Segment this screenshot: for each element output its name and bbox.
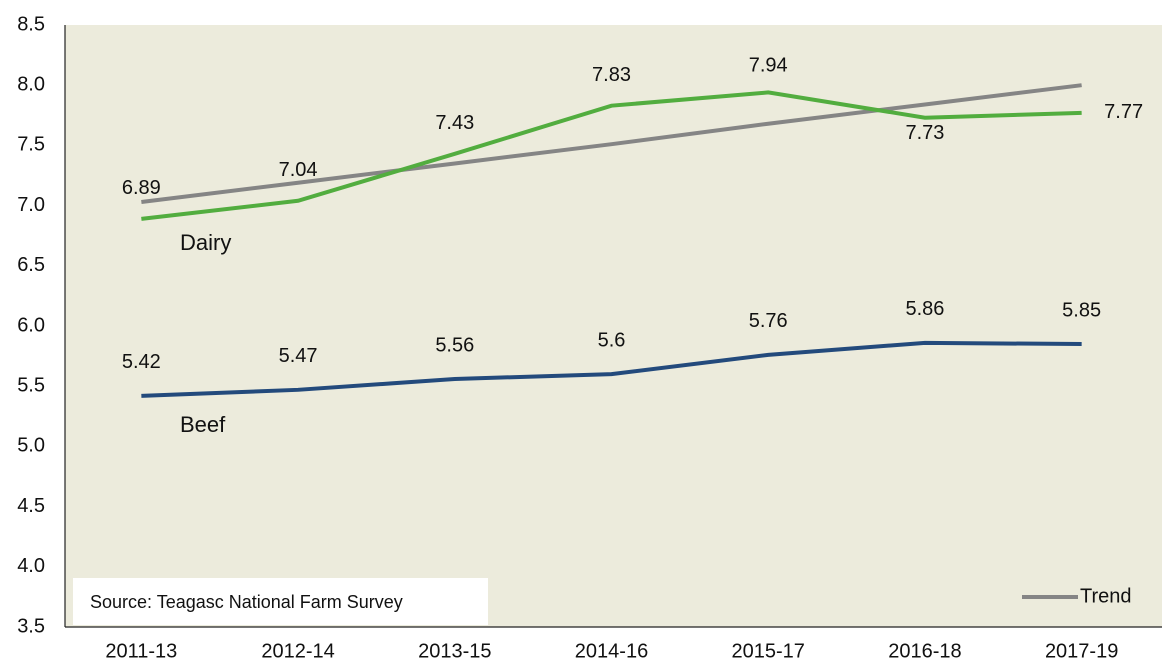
legend-label: Trend: [1080, 585, 1132, 607]
y-tick-label: 6.5: [17, 254, 45, 276]
data-label: 5.85: [1062, 299, 1101, 321]
x-tick-label: 2011-13: [105, 640, 177, 662]
x-tick-label: 2015-17: [732, 640, 805, 662]
data-label: 5.76: [749, 310, 788, 332]
y-tick-label: 3.5: [17, 615, 45, 637]
data-label: 7.83: [592, 64, 631, 86]
y-tick-label: 4.5: [17, 495, 45, 517]
y-tick-label: 4.0: [17, 555, 45, 577]
data-label: 7.73: [905, 122, 944, 144]
series-line: [141, 83, 1082, 204]
data-label: 7.94: [749, 55, 788, 77]
series-label: Dairy: [180, 230, 231, 255]
data-label: 5.47: [279, 345, 318, 367]
y-tick-label: 6.0: [17, 314, 45, 336]
y-tick-label: 8.0: [17, 73, 45, 95]
series-label: Beef: [180, 412, 226, 437]
series-line: [141, 90, 1082, 221]
y-tick-label: 7.0: [17, 194, 45, 216]
x-tick-label: 2014-16: [575, 640, 648, 662]
data-label: 6.89: [122, 177, 161, 199]
series-line: [141, 340, 1082, 398]
source-box: [73, 578, 488, 625]
y-tick-label: 7.5: [17, 134, 45, 156]
y-tick-label: 8.5: [17, 13, 45, 35]
plot-area: [65, 25, 1162, 627]
data-label: 7.04: [279, 159, 318, 181]
data-label: 7.77: [1104, 101, 1143, 123]
y-tick-label: 5.0: [17, 435, 45, 457]
data-label: 5.42: [122, 351, 161, 373]
x-tick-label: 2012-14: [261, 640, 334, 662]
data-label: 5.6: [598, 329, 626, 351]
x-tick-label: 2017-19: [1045, 640, 1118, 662]
data-label: 7.43: [435, 112, 474, 134]
source-note: Source: Teagasc National Farm Survey: [90, 592, 403, 612]
y-tick-label: 5.5: [17, 374, 45, 396]
data-label: 5.86: [905, 298, 944, 320]
x-tick-label: 2013-15: [418, 640, 491, 662]
x-tick-label: 2016-18: [888, 640, 961, 662]
data-label: 5.56: [435, 334, 474, 356]
